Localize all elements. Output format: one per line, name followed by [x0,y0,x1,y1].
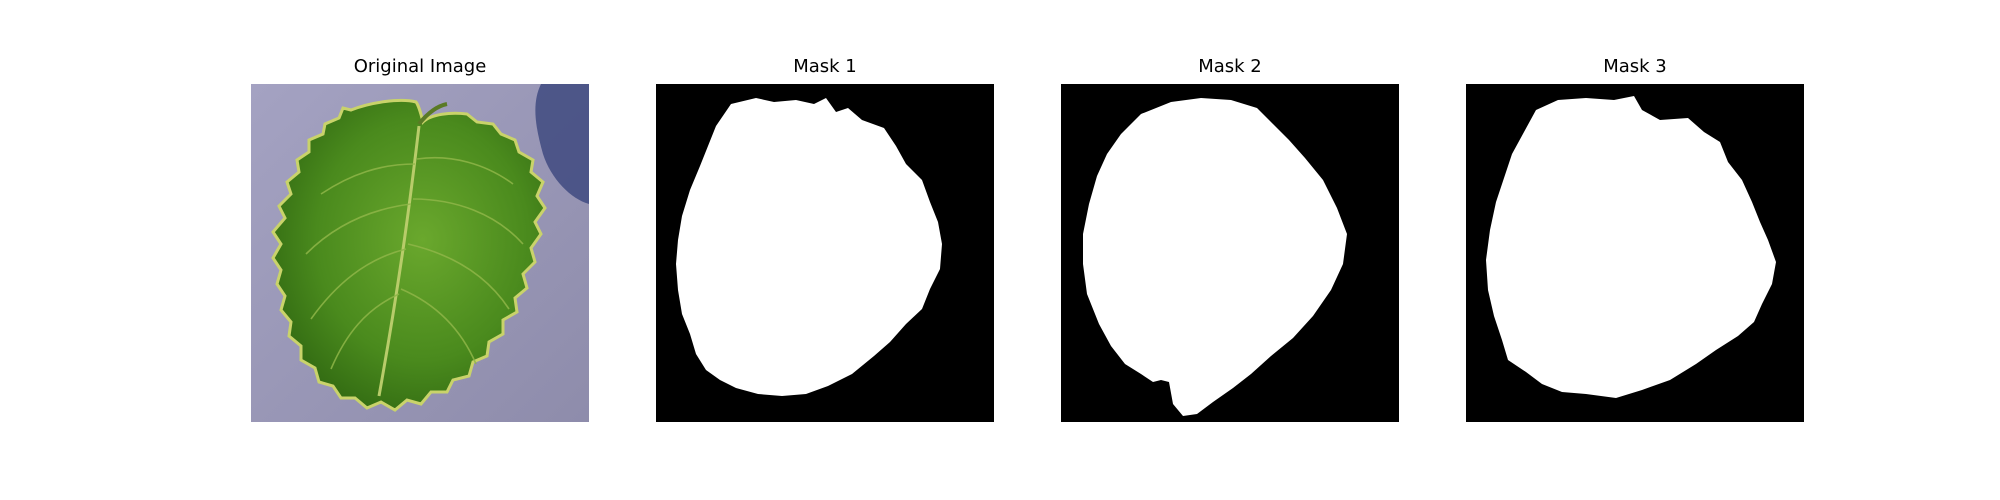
mask-3-image [1466,84,1804,422]
mask-2-panel: Mask 2 [1061,84,1399,422]
mask-1-panel: Mask 1 [656,84,994,422]
original-image-panel: Original Image [251,84,589,422]
mask-2-image [1061,84,1399,422]
mask-3-title: Mask 3 [1466,56,1804,78]
mask-2-title: Mask 2 [1061,56,1399,78]
original-leaf-photo [251,84,589,422]
mask-1-title: Mask 1 [656,56,994,78]
original-image-title: Original Image [251,56,589,78]
mask-1-image [656,84,994,422]
mask-3-panel: Mask 3 [1466,84,1804,422]
